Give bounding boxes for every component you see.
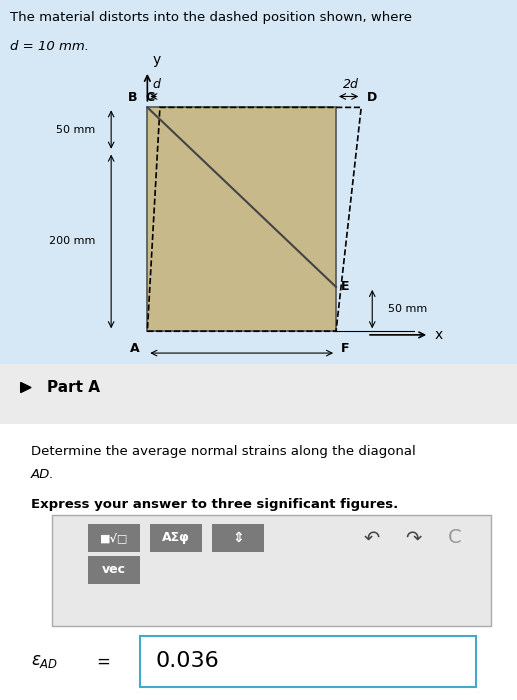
Polygon shape [0,0,517,364]
Text: y: y [153,53,161,67]
Text: 0.036: 0.036 [155,652,219,671]
Text: 2d: 2d [343,78,359,91]
Text: C: C [146,91,155,104]
Polygon shape [150,524,202,552]
Polygon shape [52,515,491,626]
Text: Part A: Part A [47,380,100,395]
Text: 50 mm: 50 mm [388,304,427,314]
Text: A: A [130,342,139,355]
Text: 200 mm: 200 mm [49,237,96,246]
Text: D: D [367,91,376,104]
Text: C: C [448,528,462,547]
Text: d = 10 mm.: d = 10 mm. [10,40,89,53]
Polygon shape [0,364,517,424]
Text: ■√□: ■√□ [100,533,128,543]
Polygon shape [88,524,140,552]
Text: 150 mm: 150 mm [219,364,265,374]
Text: 50 mm: 50 mm [56,125,96,134]
Text: ⇕: ⇕ [232,531,244,545]
Text: The material distorts into the dashed position shown, where: The material distorts into the dashed po… [10,11,413,24]
Text: $\epsilon_{AD}$: $\epsilon_{AD}$ [31,652,58,671]
Polygon shape [88,556,140,584]
Polygon shape [140,636,476,687]
Text: x: x [434,328,443,342]
Polygon shape [212,524,264,552]
Text: ↶: ↶ [364,528,381,547]
Text: Determine the average normal strains along the diagonal: Determine the average normal strains alo… [31,444,416,458]
Polygon shape [21,382,31,393]
Text: d: d [153,78,160,91]
Text: vec: vec [102,564,126,576]
Text: F: F [341,342,349,355]
Text: AΣφ: AΣφ [162,531,190,545]
Text: ↷: ↷ [405,528,422,547]
Text: E: E [341,281,349,293]
Polygon shape [147,107,336,331]
Text: B: B [128,91,137,104]
Text: AD.: AD. [31,468,55,481]
Text: Express your answer to three significant figures.: Express your answer to three significant… [31,498,398,512]
Text: =: = [97,652,110,671]
